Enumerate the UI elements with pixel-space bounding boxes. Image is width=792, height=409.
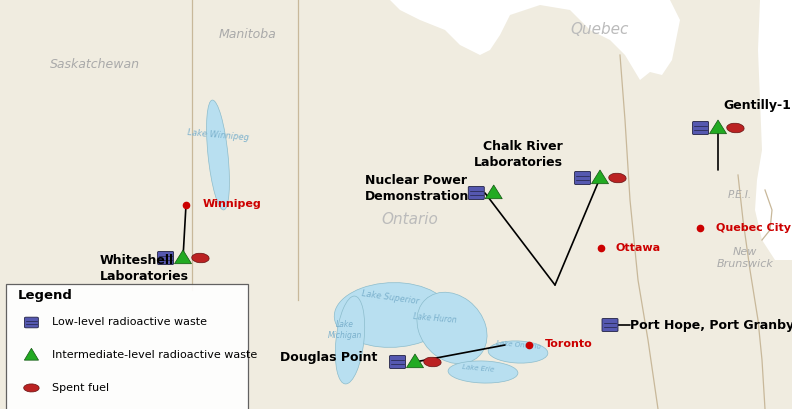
Ellipse shape (24, 384, 39, 392)
Text: Ottawa: Ottawa (615, 243, 660, 253)
Text: Winnipeg: Winnipeg (203, 199, 261, 209)
Text: Quebec: Quebec (571, 22, 629, 38)
Ellipse shape (727, 123, 744, 133)
Text: Low-level radioactive waste: Low-level radioactive waste (52, 317, 207, 328)
FancyBboxPatch shape (574, 171, 591, 184)
Ellipse shape (424, 357, 441, 367)
Text: Ontario: Ontario (382, 213, 439, 227)
Text: New
Brunswick: New Brunswick (717, 247, 774, 269)
Text: Lake Superior: Lake Superior (360, 290, 419, 306)
Text: Gentilly-1: Gentilly-1 (723, 99, 791, 112)
FancyBboxPatch shape (468, 187, 484, 200)
FancyBboxPatch shape (692, 121, 709, 135)
Polygon shape (592, 170, 608, 184)
Text: Lake Erie: Lake Erie (462, 364, 494, 372)
FancyBboxPatch shape (6, 283, 248, 409)
Text: Spent fuel: Spent fuel (52, 383, 109, 393)
Text: Intermediate-level radioactive waste: Intermediate-level radioactive waste (52, 350, 257, 360)
FancyBboxPatch shape (25, 317, 38, 328)
Text: Chalk River
Laboratories: Chalk River Laboratories (474, 141, 563, 169)
Polygon shape (406, 354, 424, 368)
Ellipse shape (609, 173, 626, 183)
Ellipse shape (488, 341, 548, 363)
Polygon shape (174, 250, 192, 264)
Text: P.E.I.: P.E.I. (728, 190, 752, 200)
Text: Quebec City: Quebec City (716, 223, 791, 233)
Text: Lake Winnipeg: Lake Winnipeg (187, 128, 249, 142)
Text: Nuclear Power
Demonstration: Nuclear Power Demonstration (365, 173, 470, 202)
Polygon shape (390, 0, 680, 80)
Text: Toronto: Toronto (545, 339, 592, 349)
Text: Saskatchewan: Saskatchewan (50, 58, 140, 72)
FancyBboxPatch shape (390, 355, 406, 369)
Text: Manitoba: Manitoba (219, 29, 277, 41)
Text: Lake Huron: Lake Huron (413, 312, 457, 324)
Ellipse shape (417, 292, 487, 364)
FancyBboxPatch shape (602, 319, 618, 332)
Text: Whiteshell
Laboratories: Whiteshell Laboratories (100, 254, 189, 283)
Text: Legend: Legend (18, 290, 73, 302)
Ellipse shape (448, 361, 518, 383)
Polygon shape (485, 185, 502, 199)
FancyBboxPatch shape (158, 252, 173, 265)
Text: Douglas Point: Douglas Point (280, 351, 377, 364)
Text: Port Hope, Port Granby: Port Hope, Port Granby (630, 319, 792, 332)
Polygon shape (710, 120, 726, 134)
Text: Lake Ontario: Lake Ontario (496, 340, 541, 350)
Ellipse shape (334, 283, 450, 347)
Ellipse shape (192, 253, 209, 263)
Polygon shape (755, 0, 792, 260)
Ellipse shape (335, 296, 364, 384)
Ellipse shape (207, 100, 230, 210)
Polygon shape (25, 348, 39, 360)
Text: Lake
Michigan: Lake Michigan (328, 320, 362, 340)
